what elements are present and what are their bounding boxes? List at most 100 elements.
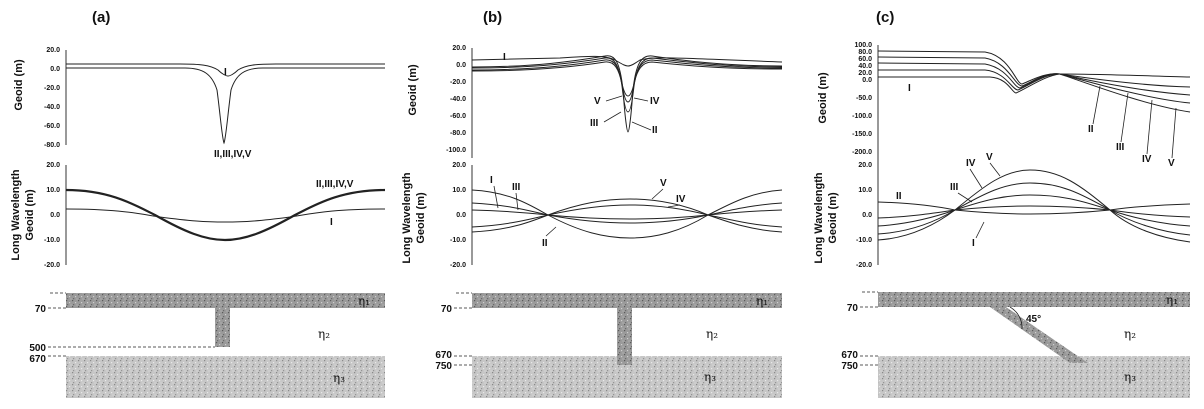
long-axis-label: Geoid (m) bbox=[827, 192, 839, 244]
panel-label: (c) bbox=[876, 9, 894, 26]
long-curve-v bbox=[877, 169, 1191, 243]
long-curve-iii bbox=[877, 194, 1191, 227]
y-tick-label: -60.0 bbox=[44, 123, 60, 130]
viscosity-label: η₃ bbox=[704, 370, 716, 384]
viscosity-label: η₁ bbox=[756, 294, 768, 308]
geoid-curve-iii bbox=[877, 62, 1191, 96]
curve-label: V bbox=[594, 96, 601, 107]
slab bbox=[617, 308, 632, 365]
curve-label: I bbox=[503, 52, 506, 63]
curve-label: II,III,IV,V bbox=[316, 179, 354, 190]
curve-label: III bbox=[1116, 142, 1125, 153]
geoid-curve-ii-v bbox=[66, 67, 385, 145]
y-tick-label: 20.0 bbox=[452, 45, 466, 52]
long-axis-label: Long Wavelength bbox=[10, 169, 22, 261]
model-cross-section: 45° 70 670 750 η₁ η₂ η₃ bbox=[841, 291, 1190, 398]
viscosity-label: η₂ bbox=[318, 327, 330, 341]
upper-layer bbox=[472, 293, 782, 308]
dip-angle-label: 45° bbox=[1026, 314, 1041, 325]
y-tick-label: -60.0 bbox=[450, 113, 466, 120]
y-tick-label: 0.0 bbox=[456, 212, 466, 219]
model-cross-section: 70 670 750 η₁ η₂ η₃ bbox=[435, 292, 782, 398]
y-tick-label: 10.0 bbox=[858, 187, 872, 194]
curve-label: I bbox=[490, 175, 493, 186]
geoid-curve-ii bbox=[471, 55, 783, 133]
y-tick-label: -40.0 bbox=[450, 96, 466, 103]
y-tick-label: 100.0 bbox=[854, 42, 872, 49]
y-tick-label: 20.0 bbox=[452, 162, 466, 169]
curve-label: IV bbox=[650, 96, 660, 107]
long-curve-i bbox=[877, 205, 1191, 219]
y-tick-label: -50.0 bbox=[856, 95, 872, 102]
y-tick-label: -10.0 bbox=[450, 237, 466, 244]
long-axis-label: Long Wavelength bbox=[401, 172, 413, 264]
long-curve-ii bbox=[877, 201, 1191, 215]
long-curve-i bbox=[471, 209, 783, 220]
viscosity-label: η₃ bbox=[1124, 370, 1136, 384]
curve-label: V bbox=[1168, 158, 1175, 169]
long-axis-label: Geoid (m) bbox=[24, 189, 36, 241]
depth-label: 70 bbox=[35, 304, 47, 315]
long-axis-label: Long Wavelength bbox=[813, 172, 825, 264]
geoid-curve-iv bbox=[471, 59, 783, 103]
geoid-curve-v bbox=[471, 61, 783, 97]
curve-label: IV bbox=[676, 194, 686, 205]
curve-label: III bbox=[512, 182, 521, 193]
viscosity-label: η₁ bbox=[1166, 293, 1178, 307]
y-tick-label: 0.0 bbox=[862, 77, 872, 84]
geoid-curve-iii bbox=[471, 57, 783, 113]
long-curve-iv bbox=[877, 182, 1191, 236]
depth-label: 670 bbox=[435, 350, 452, 361]
curve-label: III bbox=[590, 118, 599, 129]
viscosity-label: η₂ bbox=[706, 327, 718, 341]
curve-label: II bbox=[896, 191, 902, 202]
curve-label: V bbox=[986, 152, 993, 163]
y-tick-label: -10.0 bbox=[856, 237, 872, 244]
y-tick-label: -20.0 bbox=[44, 85, 60, 92]
upper-layer bbox=[66, 293, 385, 308]
y-tick-label: -80.0 bbox=[450, 130, 466, 137]
geoid-curve-i bbox=[471, 55, 783, 67]
lower-mantle-layer bbox=[878, 356, 1190, 398]
y-tick-label: -20.0 bbox=[450, 79, 466, 86]
long-curve-iii bbox=[471, 202, 783, 224]
y-tick-label: -200.0 bbox=[852, 149, 872, 156]
geoid-curve-i bbox=[66, 63, 385, 77]
geoid-axis-label: Geoid (m) bbox=[13, 59, 25, 111]
curve-label: IV bbox=[1142, 154, 1152, 165]
y-tick-label: 10.0 bbox=[452, 187, 466, 194]
y-tick-label: 20.0 bbox=[858, 162, 872, 169]
y-tick-label: 0.0 bbox=[50, 66, 60, 73]
y-tick-label: 40.0 bbox=[858, 63, 872, 70]
curve-label: III bbox=[950, 182, 959, 193]
long-axis-label: Geoid (m) bbox=[415, 192, 427, 244]
depth-label: 500 bbox=[29, 343, 46, 354]
curve-label: I bbox=[908, 83, 911, 94]
long-curve-ii bbox=[471, 189, 783, 239]
long-curve-v bbox=[471, 198, 783, 233]
dipping-slab bbox=[990, 307, 1088, 363]
panel-c: (c) Geoid (m) 100.0 80.0 60.0 40.0 20.0 … bbox=[813, 9, 1191, 398]
upper-layer bbox=[878, 292, 1190, 307]
y-tick-label: -20.0 bbox=[44, 262, 60, 269]
depth-label: 70 bbox=[441, 304, 453, 315]
y-tick-label: 60.0 bbox=[858, 56, 872, 63]
y-tick-label: -20.0 bbox=[856, 262, 872, 269]
lower-mantle-layer bbox=[66, 356, 385, 398]
panel-a: (a) Geoid (m) 20.0 0.0 -20.0 -40.0 -60.0… bbox=[10, 9, 386, 398]
viscosity-label: η₁ bbox=[358, 294, 370, 308]
y-tick-label: -100.0 bbox=[852, 113, 872, 120]
y-tick-label: -100.0 bbox=[446, 147, 466, 154]
depth-label: 750 bbox=[841, 361, 858, 372]
viscosity-label: η₃ bbox=[333, 371, 345, 385]
curve-label: II bbox=[542, 238, 548, 249]
slab bbox=[215, 308, 230, 347]
geoid-axis-label: Geoid (m) bbox=[817, 72, 829, 124]
y-tick-label: -20.0 bbox=[450, 262, 466, 269]
y-tick-label: -80.0 bbox=[44, 142, 60, 149]
y-tick-label: 0.0 bbox=[50, 212, 60, 219]
y-tick-label: 20.0 bbox=[858, 70, 872, 77]
y-tick-label: 10.0 bbox=[46, 187, 60, 194]
y-tick-label: 80.0 bbox=[858, 49, 872, 56]
